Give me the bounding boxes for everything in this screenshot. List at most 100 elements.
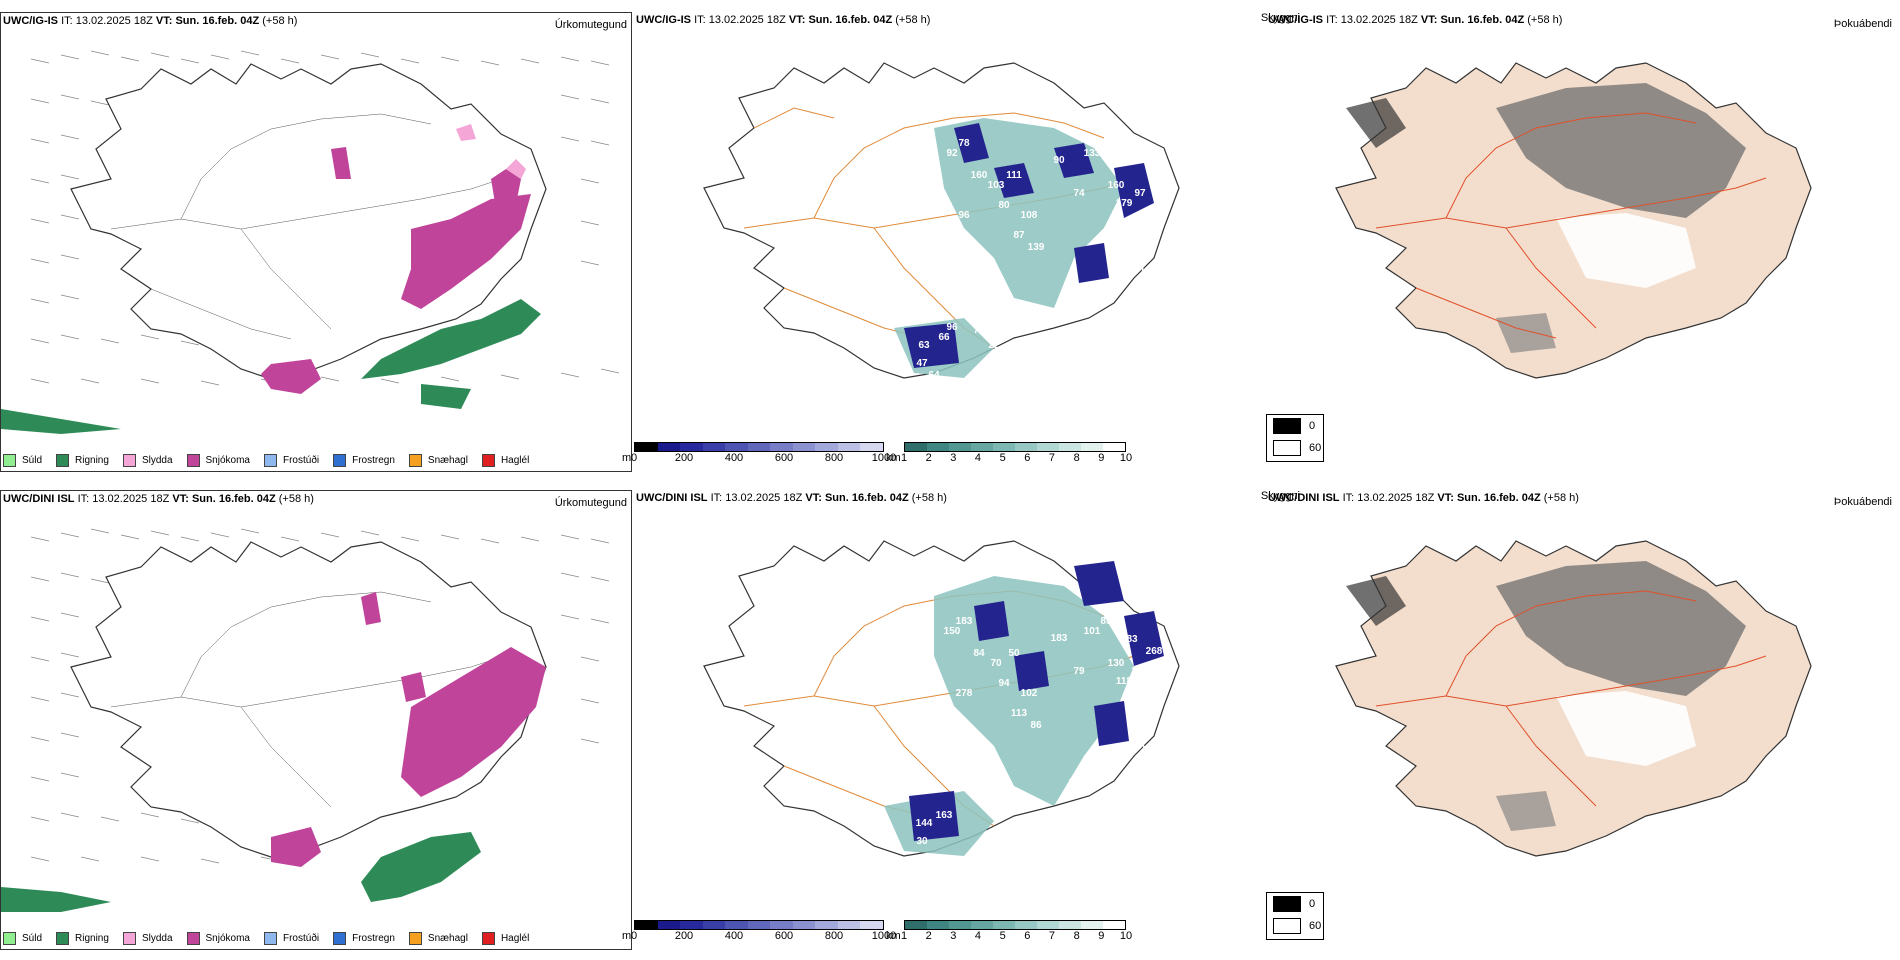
vt-label: VT: xyxy=(788,14,806,26)
cloud-base-label: 84 xyxy=(973,648,985,659)
cloud-base-label: 179 xyxy=(1116,198,1133,209)
legend-item: Frostúði xyxy=(263,932,319,945)
cloud-base-label: 96 xyxy=(958,210,970,221)
cloud-base-label: 105 xyxy=(1140,266,1157,277)
visibility-colorbar: km 1 2 3 4 5 6 7 8 9 10 xyxy=(886,920,1132,944)
legend-label: 0 xyxy=(1309,420,1316,432)
cloud-map: 1831508470509410211386278183791018583362… xyxy=(703,540,1180,857)
cloud-base-labels: 7892160103111801088713996907413312268977… xyxy=(916,138,1160,381)
cloud-base-label: 92 xyxy=(946,148,958,159)
legend-item: Slydda xyxy=(122,454,173,467)
cloud-base-label: 38 xyxy=(1128,252,1140,263)
legend-swatch xyxy=(1273,440,1301,456)
cloud-base-labels: 1831508470509410211386278183791018583362… xyxy=(916,616,1163,847)
legend-item: 60 xyxy=(1267,915,1323,937)
vt-value: Sun. 16.feb. 04Z xyxy=(824,492,909,504)
cloud-base-label: 183 xyxy=(956,616,973,627)
legend-label: Frostregn xyxy=(352,455,395,466)
cloud-base-label: 113 xyxy=(1011,708,1028,719)
colorbar-segment xyxy=(1015,921,1037,929)
colorbar-segment xyxy=(1037,443,1059,451)
fog-legend: 0 60 xyxy=(1266,414,1324,462)
colorbar-tick-label: 8 xyxy=(1073,452,1080,464)
panel-title: Skyggni xyxy=(1260,12,1300,24)
legend-swatch xyxy=(333,932,347,945)
cloud-base-label: 165 xyxy=(1096,760,1113,771)
fog-map xyxy=(1335,540,1812,857)
colorbar-tick-label: 2 xyxy=(925,930,932,942)
model-name: UWC/DINI ISL xyxy=(636,492,708,504)
colorbar-tick-label: 400 xyxy=(724,452,744,464)
cloud-base-label: 66 xyxy=(938,332,950,343)
cloud-base-label: 75 xyxy=(973,325,985,336)
panel-header: UWC/IG-IS IT: 13.02.2025 18Z VT: Sun. 16… xyxy=(3,15,297,27)
legend-swatch xyxy=(263,932,277,945)
lead-time: (+58 h) xyxy=(262,15,298,27)
colorbar-tick-label: 10 xyxy=(1119,930,1133,942)
fog-index-panel: UWC/DINI ISL IT: 13.02.2025 18Z VT: Sun.… xyxy=(1266,490,1900,950)
it-label: IT: xyxy=(1326,14,1338,26)
model-name: UWC/IG-IS xyxy=(1268,14,1323,26)
colorbar-segment xyxy=(860,921,884,929)
colorbar-tick-label: 1000 xyxy=(871,452,897,464)
cloud-base-label: 278 xyxy=(956,688,973,699)
fog-map xyxy=(1335,62,1812,379)
colorbar-segment xyxy=(815,443,838,451)
it-value: 13.02.2025 18Z xyxy=(1340,14,1418,26)
legend-label: Súld xyxy=(22,455,43,466)
colorbar-segment xyxy=(1081,921,1103,929)
cloud-base-label: 64 xyxy=(928,370,940,381)
cloud-base-label: 30 xyxy=(916,836,928,847)
cloud-base-label: 75 xyxy=(1140,230,1152,241)
colorbar-segment xyxy=(905,443,927,451)
colorbar-tick-label: 1 xyxy=(900,452,908,464)
cloud-base-label: 144 xyxy=(916,818,933,829)
colorbar-segment xyxy=(702,443,726,451)
cloud-base-colorbar: m 0 200 400 600 800 1000 xyxy=(622,920,896,944)
model-name: UWC/DINI ISL xyxy=(1268,492,1340,504)
colorbar-segment xyxy=(1059,443,1081,451)
colorbar-tick-label: 1 xyxy=(900,930,908,942)
colorbar-segment xyxy=(792,443,816,451)
colorbar-segment xyxy=(1103,443,1125,451)
cloud-base-label: 94 xyxy=(998,678,1010,689)
rain-areas xyxy=(1,832,481,912)
cloud-visibility-panel: UWC/DINI ISL IT: 13.02.2025 18Z VT: Sun.… xyxy=(622,490,1300,950)
cloud-base-label: 91 xyxy=(1133,218,1145,229)
colorbar-tick-label: 6 xyxy=(1024,452,1031,464)
colorbar-tick-label: 1000 xyxy=(871,930,897,942)
colorbar-segment xyxy=(657,443,681,451)
legend-label: 60 xyxy=(1309,442,1322,454)
panel-title: Úrkomutegund xyxy=(554,497,627,509)
visibility-unit: km xyxy=(886,452,901,464)
cloud-base-unit: m xyxy=(622,452,632,464)
colorbar-tick-label: 9 xyxy=(1098,930,1105,942)
cloud-base-colorbar: m 0 200 400 600 800 1000 xyxy=(622,442,896,466)
colorbar-segment xyxy=(927,921,949,929)
visibility-bar xyxy=(904,920,1126,930)
cloud-base-label: 83 xyxy=(1126,634,1138,645)
legend-item: 60 xyxy=(1267,437,1323,459)
colorbar-segment xyxy=(1037,921,1059,929)
vt-value: Sun. 16.feb. 04Z xyxy=(1456,492,1541,504)
colorbar-segment xyxy=(680,443,703,451)
colorbar-segment xyxy=(1015,443,1037,451)
colorbar-segment xyxy=(837,443,861,451)
cloud-base-bar xyxy=(634,442,884,452)
cloud-base-label: 86 xyxy=(1030,720,1042,731)
colorbar-tick-label: 7 xyxy=(1048,452,1056,464)
colorbar-segment xyxy=(1103,921,1125,929)
cloud-base-label: 87 xyxy=(1013,230,1025,241)
cloud-base-areas xyxy=(904,123,1154,368)
legend-label: Slydda xyxy=(141,933,173,944)
colorbar-tick-label: 6 xyxy=(1024,930,1031,942)
precip-map xyxy=(1,50,620,434)
legend-item: Súld xyxy=(3,454,42,467)
legend-item: Snæhagl xyxy=(408,932,468,945)
it-label: IT: xyxy=(710,492,723,504)
colorbar-segment xyxy=(993,921,1015,929)
colorbar-segment xyxy=(1059,921,1081,929)
colorbar-tick-label: 0 xyxy=(630,452,638,464)
colorbar-tick-label: 200 xyxy=(674,452,694,464)
panel-title: Úrkomutegund xyxy=(554,19,627,31)
